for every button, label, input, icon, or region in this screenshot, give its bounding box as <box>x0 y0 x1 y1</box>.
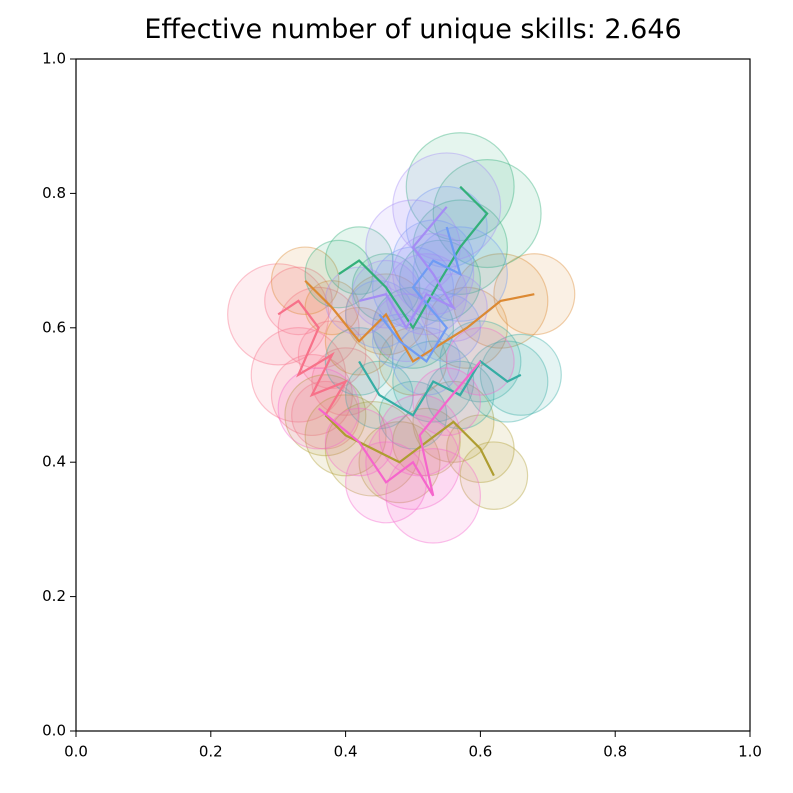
plot-area <box>227 132 576 544</box>
trajectory <box>358 359 522 417</box>
x-tick-label: 1.0 <box>738 743 762 761</box>
x-tick-label: 0.6 <box>468 743 492 761</box>
trajectory <box>304 279 535 363</box>
y-tick-label: 0.4 <box>42 453 66 471</box>
chart-title: Effective number of unique skills: 2.646 <box>144 14 681 45</box>
y-tick-label: 0.8 <box>42 184 66 202</box>
y-tick-label: 0.6 <box>42 318 66 336</box>
x-tick-label: 0.0 <box>64 743 88 761</box>
x-tick-label: 0.8 <box>603 743 627 761</box>
y-tick-label: 0.0 <box>42 722 66 740</box>
y-tick-label: 0.2 <box>42 587 66 605</box>
y-tick-label: 1.0 <box>42 50 66 68</box>
x-tick-label: 0.4 <box>334 743 358 761</box>
trajectory <box>317 360 482 497</box>
trajectory <box>324 414 495 477</box>
trajectory <box>358 206 457 330</box>
x-tick-label: 0.2 <box>199 743 223 761</box>
trajectory <box>277 299 349 416</box>
axes-frame <box>75 58 751 732</box>
trajectory <box>378 226 462 364</box>
